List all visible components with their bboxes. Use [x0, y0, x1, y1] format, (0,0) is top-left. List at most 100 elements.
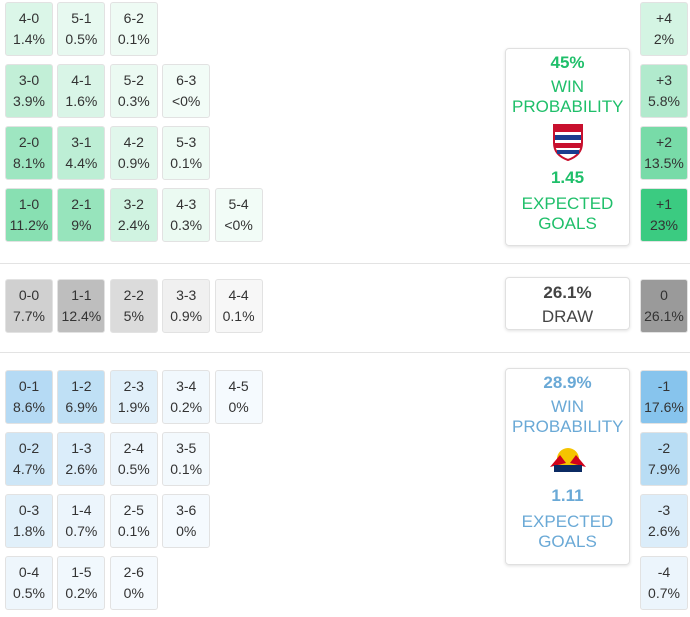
- score-cell: 5-4 <0%: [214, 188, 263, 242]
- probability-label: 17.6%: [644, 399, 684, 415]
- score-label: 1-4: [71, 502, 92, 518]
- score-cell: 2-1 9%: [57, 188, 106, 242]
- score-label: 2-1: [71, 196, 92, 212]
- probability-label: 0.2%: [65, 585, 98, 601]
- score-cell: 1-3 2.6%: [57, 432, 106, 486]
- score-label: 5-2: [123, 72, 144, 88]
- probability-label: 0.7%: [65, 523, 98, 539]
- probability-label: 0.1%: [117, 523, 150, 539]
- score-label: 3-6: [176, 502, 197, 518]
- probability-label: 2.6%: [65, 461, 98, 477]
- score-cell: 3-6 0%: [162, 494, 211, 548]
- score-cell: 4-5 0%: [214, 370, 263, 424]
- score-label: -3: [657, 502, 671, 518]
- score-cell: 4-2 0.9%: [109, 126, 158, 180]
- score-label: 5-3: [176, 134, 197, 150]
- probability-label: 0.5%: [65, 31, 98, 47]
- score-label: 1-3: [71, 440, 92, 456]
- score-label: 0-1: [18, 378, 40, 394]
- win-label: WIN PROBABILITY: [512, 397, 624, 436]
- score-label: 3-4: [176, 378, 197, 394]
- score-label: 2-3: [123, 378, 144, 394]
- score-label: 4-5: [228, 378, 249, 394]
- score-label: -2: [657, 440, 671, 456]
- score-label: 0: [660, 287, 668, 303]
- score-cell: 2-2 5%: [109, 279, 158, 333]
- score-cell: 1-4 0.7%: [57, 494, 106, 548]
- score-cell: 4-0 1.4%: [5, 2, 53, 56]
- probability-label: 2.4%: [117, 217, 150, 233]
- score-cell: 3-5 0.1%: [162, 432, 211, 486]
- score-label: +3: [656, 72, 672, 88]
- xg-label: EXPECTED GOALS: [521, 512, 614, 551]
- draw-label: DRAW: [541, 307, 594, 326]
- score-label: +2: [656, 134, 672, 150]
- score-label: 2-4: [123, 440, 144, 456]
- probability-label: 5.8%: [648, 93, 680, 109]
- score-cell: -2 7.9%: [640, 432, 688, 486]
- probability-label: 0.5%: [13, 585, 45, 601]
- score-cell: 2-4 0.5%: [109, 432, 158, 486]
- probability-label: 0.2%: [170, 399, 203, 415]
- score-label: -4: [657, 564, 671, 580]
- probability-label: 5%: [123, 308, 144, 324]
- win-pct: 28.9%: [543, 373, 592, 392]
- score-label: +4: [656, 10, 672, 26]
- score-cell: -3 2.6%: [640, 494, 688, 548]
- draw-pct: 26.1%: [543, 283, 592, 302]
- probability-label: 7.7%: [13, 308, 45, 324]
- score-cell: 3-4 0.2%: [162, 370, 211, 424]
- score-label: 5-4: [228, 196, 249, 212]
- probability-label: 0.9%: [117, 155, 150, 171]
- score-cell: 0-4 0.5%: [5, 556, 53, 610]
- score-cell: 1-2 6.9%: [57, 370, 106, 424]
- probability-label: 1.6%: [65, 93, 98, 109]
- probability-label: 0.3%: [170, 217, 203, 233]
- score-cell: 6-2 0.1%: [109, 2, 158, 56]
- score-cell: +2 13.5%: [640, 126, 688, 180]
- team-logo: [549, 448, 586, 472]
- score-label: 4-4: [228, 287, 249, 303]
- win-label: WIN PROBABILITY: [512, 77, 624, 116]
- score-cell: 4-3 0.3%: [162, 188, 211, 242]
- score-cell: +1 23%: [640, 188, 688, 242]
- probability-label: 0.5%: [117, 461, 150, 477]
- score-cell: 3-1 4.4%: [57, 126, 106, 180]
- probability-label: 26.1%: [644, 308, 684, 324]
- xg-label: EXPECTED GOALS: [521, 194, 614, 233]
- score-cell: 5-1 0.5%: [57, 2, 106, 56]
- probability-label: 0.3%: [117, 93, 150, 109]
- score-cell: 5-3 0.1%: [162, 126, 211, 180]
- score-cell: 2-6 0%: [109, 556, 158, 610]
- probability-label: <0%: [171, 93, 201, 109]
- expected-goals: 1.11: [551, 486, 584, 505]
- score-cell: 3-3 0.9%: [162, 279, 211, 333]
- probability-label: 0.1%: [222, 308, 255, 324]
- score-cell: 5-2 0.3%: [109, 64, 158, 118]
- score-label: 1-1: [71, 287, 92, 303]
- probability-label: 23%: [649, 217, 679, 233]
- score-label: 6-2: [123, 10, 144, 26]
- score-cell: 2-5 0.1%: [109, 494, 158, 548]
- score-cell: 0-1 8.6%: [5, 370, 53, 424]
- score-label: 2-0: [18, 134, 40, 150]
- score-label: 4-1: [71, 72, 92, 88]
- probability-label: 8.1%: [13, 155, 45, 171]
- probability-label: 0.1%: [117, 31, 150, 47]
- score-label: 3-5: [176, 440, 197, 456]
- away-summary: 28.9% WIN PROBABILITY 1.11 EXPECTED GOAL…: [505, 368, 630, 565]
- probability-label: 0%: [176, 523, 197, 539]
- team-logo: [552, 124, 583, 162]
- score-label: 5-1: [71, 10, 92, 26]
- score-cell: 1-1 12.4%: [57, 279, 106, 333]
- probability-label: 0.9%: [170, 308, 203, 324]
- probability-label: 3.9%: [13, 93, 45, 109]
- score-cell: 4-4 0.1%: [214, 279, 263, 333]
- probability-label: 6.9%: [65, 399, 98, 415]
- probability-label: 8.6%: [13, 399, 45, 415]
- probability-label: 1.9%: [117, 399, 150, 415]
- score-cell: +3 5.8%: [640, 64, 688, 118]
- score-label: 3-0: [18, 72, 40, 88]
- separator: [0, 352, 690, 353]
